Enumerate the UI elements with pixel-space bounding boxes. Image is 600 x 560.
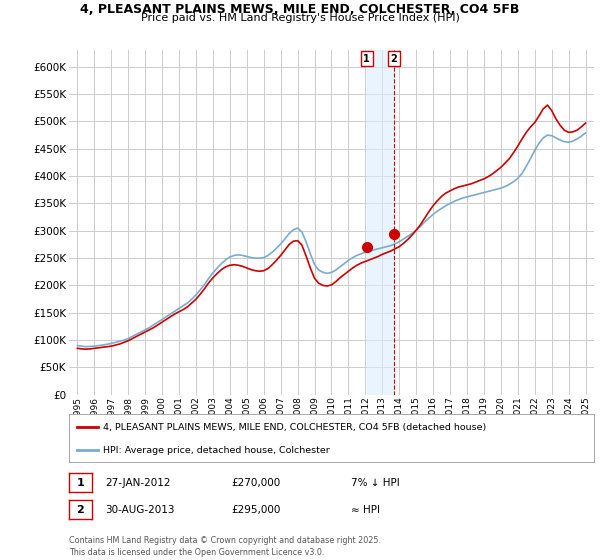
Text: HPI: Average price, detached house, Colchester: HPI: Average price, detached house, Colc… (103, 446, 330, 455)
Text: 7% ↓ HPI: 7% ↓ HPI (351, 478, 400, 488)
Text: 1: 1 (364, 54, 370, 64)
Text: 27-JAN-2012: 27-JAN-2012 (105, 478, 170, 488)
Text: Price paid vs. HM Land Registry's House Price Index (HPI): Price paid vs. HM Land Registry's House … (140, 13, 460, 24)
Text: 2: 2 (390, 54, 397, 64)
Text: £270,000: £270,000 (231, 478, 280, 488)
Text: 1: 1 (77, 478, 84, 488)
Text: ≈ HPI: ≈ HPI (351, 505, 380, 515)
Text: 30-AUG-2013: 30-AUG-2013 (105, 505, 175, 515)
Text: 4, PLEASANT PLAINS MEWS, MILE END, COLCHESTER, CO4 5FB (detached house): 4, PLEASANT PLAINS MEWS, MILE END, COLCH… (103, 423, 487, 432)
Text: 2: 2 (77, 505, 84, 515)
Text: Contains HM Land Registry data © Crown copyright and database right 2025.
This d: Contains HM Land Registry data © Crown c… (69, 536, 381, 557)
Bar (367, 50, 394, 395)
Text: £295,000: £295,000 (231, 505, 280, 515)
Text: 4, PLEASANT PLAINS MEWS, MILE END, COLCHESTER, CO4 5FB: 4, PLEASANT PLAINS MEWS, MILE END, COLCH… (80, 3, 520, 16)
